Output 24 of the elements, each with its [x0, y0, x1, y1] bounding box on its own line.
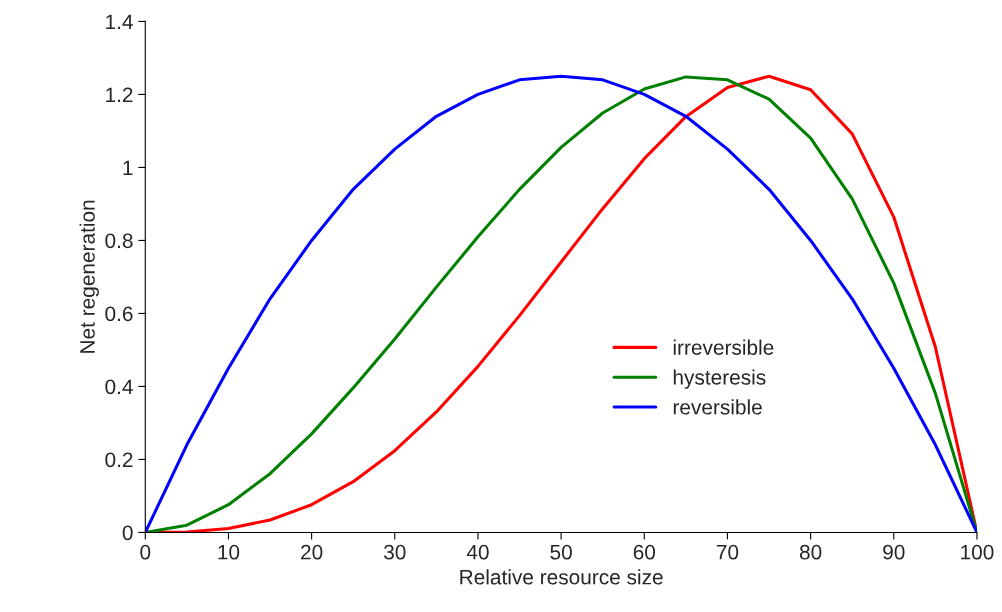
- x-tick-label: 40: [466, 544, 489, 560]
- y-tick-label: 1: [123, 160, 133, 175]
- y-tick-label: 1.2: [106, 87, 133, 102]
- x-tick-label: 70: [716, 544, 739, 560]
- legend-label: reversible: [673, 399, 762, 415]
- x-tick-label: 50: [550, 544, 572, 560]
- y-tick-label: 0.6: [105, 306, 133, 322]
- x-tick-label: 80: [799, 544, 822, 560]
- x-tick-label: 20: [301, 544, 323, 560]
- y-tick-label: 0.2: [105, 452, 133, 468]
- y-axis-title: Net regeneration: [79, 200, 99, 353]
- legend-label: hysteresis: [673, 369, 766, 389]
- x-tick-label: 0: [140, 544, 151, 560]
- y-tick-label: 0: [122, 525, 133, 541]
- x-tick-label: 100: [961, 544, 994, 560]
- legend-label: irreversible: [673, 339, 774, 355]
- x-tick-label: 90: [883, 544, 905, 560]
- y-tick-label: 0.4: [105, 379, 133, 395]
- x-tick-label: 10: [218, 544, 240, 560]
- y-tick-label: 1.4: [106, 14, 133, 29]
- x-tick-label: 60: [633, 544, 656, 560]
- y-tick-label: 0.8: [105, 233, 133, 249]
- x-axis-title: Relative resource size: [460, 569, 663, 585]
- x-tick-label: 30: [384, 544, 406, 560]
